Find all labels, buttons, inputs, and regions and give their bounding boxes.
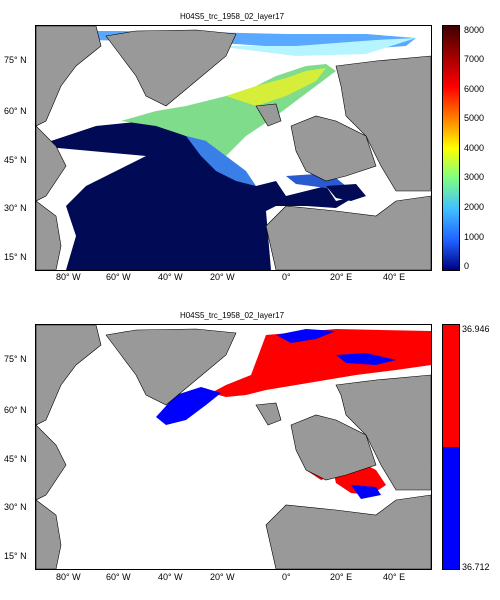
top-map-title: H04S5_trc_1958_02_layer17 (179, 12, 285, 21)
bottom-data-field (156, 329, 431, 499)
top-xtick: 40° W (158, 272, 183, 282)
bottom-xtick: 80° W (56, 572, 81, 582)
bottom-xtick: 40° E (383, 572, 406, 582)
top-map (35, 25, 432, 271)
top-xtick: 20° W (210, 272, 235, 282)
top-land (36, 26, 431, 270)
top-cbar-label: 2000 (464, 202, 485, 212)
top-ytick: 75° N (4, 55, 27, 65)
bottom-ytick: 75° N (4, 354, 27, 364)
bottom-ytick: 30° N (4, 502, 27, 512)
top-xtick: 80° W (56, 272, 81, 282)
top-ytick: 45° N (4, 155, 27, 165)
bottom-xtick: 20° E (330, 572, 353, 582)
top-colorbar (442, 25, 460, 271)
top-ytick: 30° N (4, 203, 27, 213)
bottom-xtick: 40° W (158, 572, 183, 582)
bottom-land (36, 325, 431, 569)
bottom-xtick: 0° (282, 572, 291, 582)
bottom-ytick: 15° N (4, 551, 27, 561)
bottom-colorbar (442, 324, 460, 570)
bottom-map-title: H04S5_trc_1958_02_layer17 (179, 311, 285, 320)
top-cbar-label: 4000 (464, 143, 485, 153)
top-data-field (36, 31, 416, 270)
bottom-map (35, 324, 432, 570)
top-xtick: 60° W (106, 272, 131, 282)
top-xtick: 0° (282, 272, 291, 282)
bottom-map-svg (36, 325, 431, 569)
top-cbar-label: 8000 (464, 25, 485, 35)
top-ytick: 60° N (4, 106, 27, 116)
bottom-xtick: 20° W (210, 572, 235, 582)
top-cbar-label: 5000 (464, 113, 485, 123)
bottom-cbar-label-min: 36.712 (462, 562, 490, 572)
bottom-ytick: 45° N (4, 454, 27, 464)
top-xtick: 20° E (330, 272, 353, 282)
top-map-svg (36, 26, 431, 270)
top-cbar-label: 0 (464, 261, 470, 271)
top-cbar-label: 7000 (464, 54, 485, 64)
top-cbar-label: 6000 (464, 84, 485, 94)
top-cbar-label: 3000 (464, 172, 485, 182)
top-cbar-label: 1000 (464, 232, 485, 242)
top-ytick: 15° N (4, 252, 27, 262)
bottom-ytick: 60° N (4, 405, 27, 415)
bottom-cbar-label-max: 36.946 (462, 324, 490, 334)
top-xtick: 40° E (383, 272, 406, 282)
bottom-xtick: 60° W (106, 572, 131, 582)
